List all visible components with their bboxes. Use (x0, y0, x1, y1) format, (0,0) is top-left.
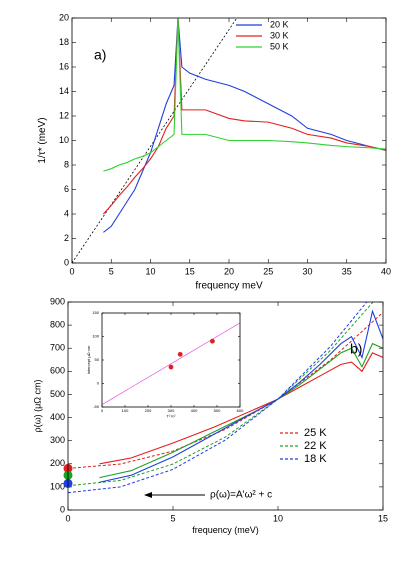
x-tick-label: 0 (101, 408, 104, 413)
legend-label: 50 K (270, 41, 289, 51)
x-tick-label: 15 (378, 513, 388, 523)
y-tick-label: -50 (93, 404, 100, 409)
legend-label: 30 K (270, 30, 289, 40)
point (210, 338, 215, 344)
inset-background (102, 313, 240, 407)
x-tick-label: 25 (263, 266, 273, 276)
point (168, 364, 174, 370)
data-line (99, 309, 383, 483)
x-tick-label: 600 (237, 408, 244, 413)
x-axis-label: frequency (meV) (192, 525, 259, 535)
x-tick-label: 35 (342, 266, 352, 276)
y-tick-label: 4 (64, 208, 69, 218)
y-tick-label: 700 (50, 343, 65, 353)
y-tick-label: 100 (92, 334, 99, 339)
x-tick-label: 400 (191, 408, 198, 413)
y-tick-label: 0 (97, 381, 100, 386)
x-tick-label: 30 (302, 266, 312, 276)
x-tick-label: 100 (122, 408, 129, 413)
y-tick-label: 12 (59, 110, 69, 120)
y-tick-label: 500 (50, 389, 65, 399)
y-tick-label: 18 (59, 37, 69, 47)
legend-label: 22 K (304, 440, 327, 452)
axes-frame (71, 17, 387, 264)
y-tick-label: 400 (50, 412, 65, 422)
x-tick-label: 10 (145, 266, 155, 276)
x-tick-label: 10 (273, 513, 283, 523)
y-tick-label: 150 (92, 310, 99, 315)
legend-label: 25 K (304, 427, 327, 439)
y-axis-label: 1/τ* (meV) (37, 117, 48, 163)
y-tick-label: 0 (64, 257, 69, 267)
plot-area (72, 18, 386, 263)
x-tick-label: 500 (214, 408, 221, 413)
panel-label: a) (94, 47, 106, 63)
x-tick-label: 5 (109, 266, 114, 276)
y-tick-label: 50 (95, 357, 100, 362)
y-tick-label: 800 (50, 319, 65, 329)
x-axis-label: T² K² (167, 413, 177, 418)
y-tick-label: 14 (59, 86, 69, 96)
y-tick-label: 6 (64, 184, 69, 194)
y-tick-label: 2 (64, 233, 69, 243)
axes-frame (101, 312, 241, 408)
formula: ρ(ω)=A'ω² + c (210, 490, 272, 501)
y-tick-label: 600 (50, 366, 65, 376)
axes-frame (67, 301, 384, 511)
data-line (103, 18, 386, 233)
x-tick-label: 0 (69, 266, 74, 276)
x-tick-label: 200 (145, 408, 152, 413)
fit-line (68, 302, 368, 494)
y-tick-label: 10 (59, 135, 69, 145)
y-axis-label: Intercept μΩ·cm (86, 345, 91, 374)
y-axis-label: ρ(ω) (μΩ cm) (33, 379, 43, 432)
x-tick-label: 0 (65, 513, 70, 523)
x-tick-label: 300 (168, 408, 175, 413)
x-tick-label: 5 (170, 513, 175, 523)
data-line (99, 342, 383, 479)
reference-line (102, 322, 240, 405)
point (177, 351, 183, 357)
y-tick-label: 200 (50, 458, 65, 468)
panel-label: b) (350, 341, 362, 357)
y-tick-label: 100 (50, 481, 65, 491)
data-line (99, 352, 383, 465)
x-tick-label: 15 (185, 266, 195, 276)
x-axis-label: frequency meV (195, 281, 263, 292)
fit-line (68, 302, 374, 487)
plot-area (102, 322, 240, 405)
data-line (102, 18, 386, 215)
y-tick-label: 300 (50, 435, 65, 445)
data-line (103, 18, 386, 172)
y-tick-label: 16 (59, 61, 69, 71)
legend-label: 20 K (270, 19, 289, 29)
x-tick-label: 40 (381, 266, 391, 276)
x-tick-label: 20 (224, 266, 234, 276)
y-tick-label: 8 (64, 159, 69, 169)
legend-label: 18 K (304, 453, 327, 465)
reference-line (72, 18, 238, 263)
fit-line (68, 312, 383, 469)
y-tick-label: 0 (60, 504, 65, 514)
plot-area (68, 302, 383, 494)
y-tick-label: 900 (50, 296, 65, 306)
y-tick-label: 20 (59, 12, 69, 22)
